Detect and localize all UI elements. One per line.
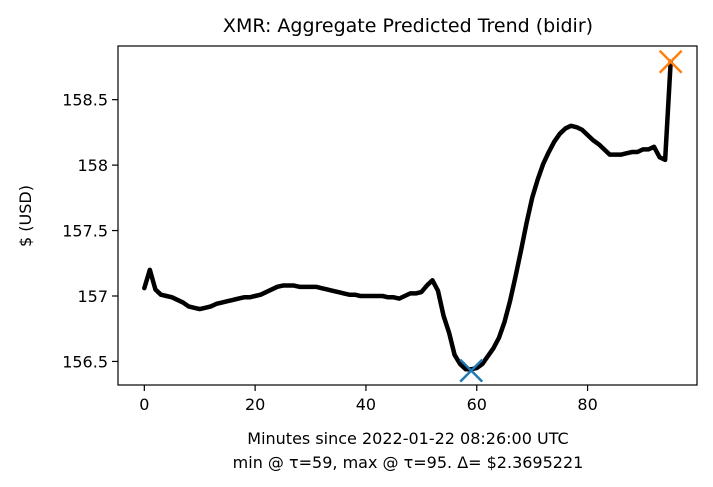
- plot-frame: [117, 45, 698, 386]
- x-axis: 0 20 40 60 80: [139, 385, 598, 414]
- y-tick-label: 157: [77, 287, 108, 306]
- chart-title: XMR: Aggregate Predicted Trend (bidir): [223, 15, 593, 37]
- x-axis-label: Minutes since 2022-01-22 08:26:00 UTC: [247, 429, 568, 448]
- x-axis-sublabel: min @ τ=59, max @ τ=95. Δ= $2.3695221: [233, 453, 584, 472]
- y-axis-label: $ (USD): [16, 185, 35, 247]
- plot-area: [142, 49, 683, 383]
- max-marker: [658, 49, 683, 74]
- min-marker: [459, 358, 484, 383]
- x-tick-label: 40: [356, 395, 376, 414]
- y-tick-label: 158: [77, 156, 108, 175]
- series-line: [142, 59, 673, 372]
- x-tick-label: 20: [245, 395, 265, 414]
- y-axis: 156.5 157 157.5 158 158.5: [62, 91, 118, 371]
- x-tick-label: 0: [139, 395, 149, 414]
- x-tick-label: 60: [467, 395, 487, 414]
- y-tick-label: 156.5: [62, 352, 108, 371]
- y-tick-label: 158.5: [62, 91, 108, 110]
- y-tick-label: 157.5: [62, 222, 108, 241]
- x-tick-label: 80: [577, 395, 597, 414]
